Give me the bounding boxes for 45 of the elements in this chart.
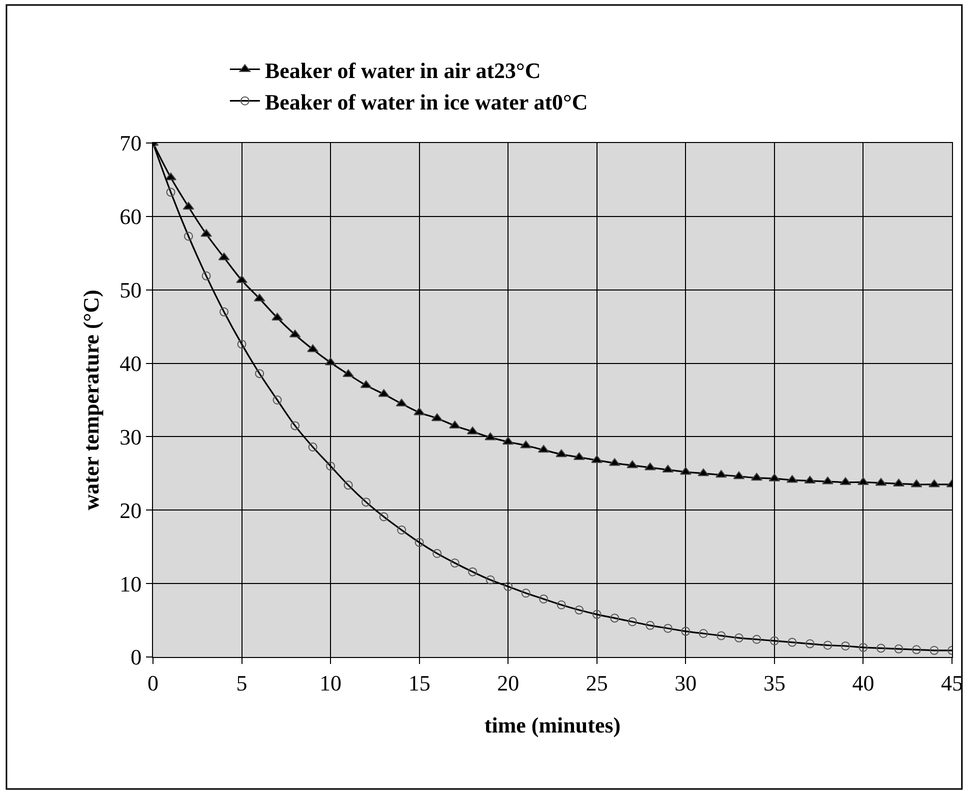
x-axis-title: time (minutes) <box>484 712 621 738</box>
point <box>804 476 816 484</box>
point <box>910 479 922 488</box>
point <box>431 413 443 422</box>
point <box>236 275 248 284</box>
point <box>360 380 372 388</box>
x-tick-label: 25 <box>586 670 608 696</box>
point <box>875 478 887 486</box>
point <box>733 471 745 480</box>
y-tick-label: 30 <box>120 424 142 450</box>
point <box>556 449 568 458</box>
y-tick-label: 20 <box>120 498 142 523</box>
legend-label: Beaker of water in ice water at0°C <box>264 89 588 114</box>
x-tick-label: 15 <box>408 670 430 696</box>
x-tick-label: 40 <box>852 670 874 696</box>
x-tick-label: 20 <box>497 670 520 696</box>
legend-label: Beaker of water in air at23°C <box>264 58 541 83</box>
point <box>342 369 354 378</box>
point <box>750 472 762 481</box>
point <box>307 344 318 352</box>
point <box>272 312 283 321</box>
x-tick-label: 0 <box>148 670 158 696</box>
point <box>414 407 426 416</box>
y-tick-label: 0 <box>130 644 142 670</box>
point <box>573 452 585 460</box>
y-tick-label: 50 <box>120 278 142 303</box>
x-tick-label: 30 <box>674 670 697 696</box>
point <box>680 466 692 475</box>
point <box>182 202 194 210</box>
y-axis-title: water temperature (°C) <box>78 290 104 510</box>
point <box>928 479 940 488</box>
x-tick-label: 35 <box>763 670 786 696</box>
point <box>662 464 674 473</box>
x-tick-label: 10 <box>320 670 342 696</box>
point <box>626 460 638 468</box>
point <box>698 468 710 476</box>
y-tick-label: 40 <box>120 350 142 376</box>
y-tick-label: 70 <box>120 130 142 156</box>
point <box>538 444 550 453</box>
point <box>715 470 727 478</box>
point <box>484 432 496 440</box>
x-tick-label: 5 <box>236 670 248 696</box>
y-tick-label: 10 <box>120 571 142 596</box>
y-tick-label: 60 <box>120 204 142 230</box>
point <box>502 436 514 445</box>
